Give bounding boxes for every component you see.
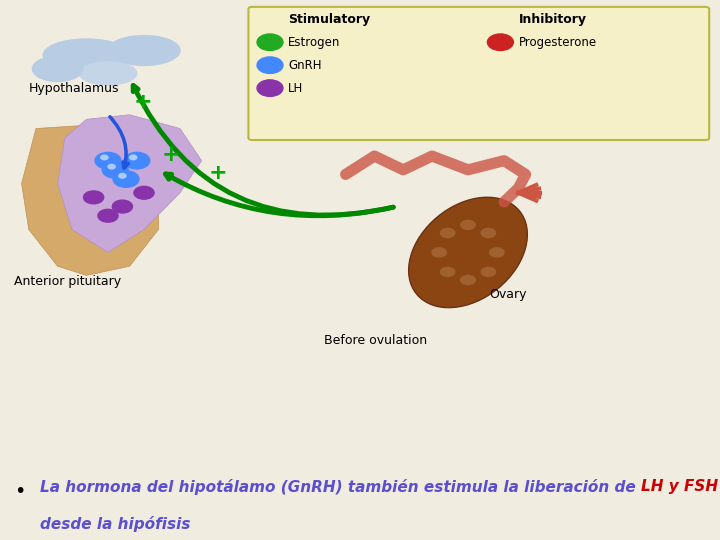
Text: Stimulatory: Stimulatory xyxy=(288,13,370,26)
Text: LH y FSH: LH y FSH xyxy=(641,480,718,494)
Ellipse shape xyxy=(43,39,130,71)
Ellipse shape xyxy=(108,36,180,65)
Ellipse shape xyxy=(79,62,137,85)
Text: La hormona del hipotálamo (GnRH) también estimula la liberación de: La hormona del hipotálamo (GnRH) también… xyxy=(40,480,641,495)
Circle shape xyxy=(134,186,154,199)
Text: desde la hipófisis: desde la hipófisis xyxy=(40,516,190,532)
Text: Ovary: Ovary xyxy=(490,288,527,301)
Circle shape xyxy=(112,200,132,213)
Circle shape xyxy=(98,210,118,222)
Circle shape xyxy=(461,275,475,285)
Text: Hypothalamus: Hypothalamus xyxy=(29,82,120,95)
Text: +: + xyxy=(209,163,228,183)
Circle shape xyxy=(119,173,126,178)
Polygon shape xyxy=(22,124,158,275)
Circle shape xyxy=(481,228,495,238)
Text: Inhibitory: Inhibitory xyxy=(518,13,586,26)
FancyBboxPatch shape xyxy=(248,7,709,140)
Circle shape xyxy=(124,152,150,169)
Circle shape xyxy=(84,191,104,204)
Text: Estrogen: Estrogen xyxy=(288,36,341,49)
Circle shape xyxy=(108,164,115,169)
Text: Anterior pituitary: Anterior pituitary xyxy=(14,274,122,288)
Circle shape xyxy=(95,152,121,169)
Circle shape xyxy=(487,34,513,50)
Circle shape xyxy=(432,248,446,257)
Circle shape xyxy=(101,155,108,160)
Circle shape xyxy=(113,171,139,187)
Ellipse shape xyxy=(409,197,527,308)
Circle shape xyxy=(102,161,128,178)
Circle shape xyxy=(441,267,455,276)
Circle shape xyxy=(490,248,504,257)
Circle shape xyxy=(441,228,455,238)
Text: Progesterone: Progesterone xyxy=(518,36,597,49)
Polygon shape xyxy=(58,114,202,252)
Text: +: + xyxy=(162,145,181,165)
Text: +: + xyxy=(133,92,152,112)
Text: •: • xyxy=(14,482,26,501)
Ellipse shape xyxy=(32,56,83,82)
Text: LH: LH xyxy=(288,82,303,95)
Circle shape xyxy=(461,220,475,230)
Text: Before ovulation: Before ovulation xyxy=(324,334,427,347)
Circle shape xyxy=(481,267,495,276)
Circle shape xyxy=(130,155,137,160)
Text: GnRH: GnRH xyxy=(288,59,322,72)
Circle shape xyxy=(257,34,283,50)
Circle shape xyxy=(257,80,283,96)
Circle shape xyxy=(257,57,283,73)
